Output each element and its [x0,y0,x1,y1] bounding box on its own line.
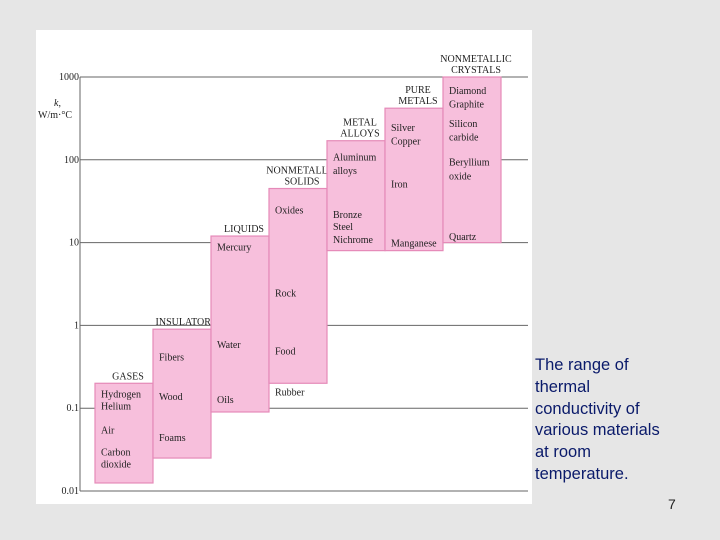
material-label-air: Air [101,426,115,437]
bar-gases [94,382,154,484]
material-label-mercury: Mercury [217,242,251,253]
material-label-food: Food [275,346,296,357]
material-label-alloys: alloys [333,166,357,177]
material-label-oils: Oils [217,395,234,406]
material-label-silver: Silver [391,123,416,134]
material-label-nichrome: Nichrome [333,235,374,246]
bar-insulators [152,328,212,459]
y-tick-label-1000: 1000 [59,72,79,83]
material-label-aluminum: Aluminum [333,152,377,163]
bar-metal-alloys [326,140,386,252]
y-tick-label-0-01: 0.01 [62,486,80,497]
category-label-liquids-1: LIQUIDS [224,224,264,235]
category-label-pure-metals-2: METALS [398,96,437,107]
material-label-rubber: Rubber [275,387,305,398]
category-label-gases-1: GASES [112,371,144,382]
category-label-nonmetallic-crystals-1: NONMETALLIC [440,54,512,65]
material-label-oxide: oxide [449,171,472,182]
material-label-graphite: Graphite [449,99,485,110]
y-tick-label-10: 10 [69,238,79,249]
material-label-fibers: Fibers [159,353,184,364]
bar-nonmetallic-solids [268,187,328,384]
material-label-silicon: Silicon [449,119,477,130]
y-tick-label-0-1: 0.1 [67,403,80,414]
material-label-foams: Foams [159,433,186,444]
slide-caption: The range of thermal conductivity of var… [535,356,660,483]
category-label-nonmetallic-crystals-2: CRYSTALS [451,65,501,76]
bar-liquids [210,235,270,413]
category-label-pure-metals-1: PURE [405,85,431,96]
material-label-rock: Rock [275,288,296,299]
material-label-oxides: Oxides [275,206,303,217]
material-label-diamond: Diamond [449,86,486,97]
material-label-carbon: Carbon [101,447,130,458]
category-label-nonmetallic-solids-1: NONMETALLIC [266,166,338,177]
material-label-helium: Helium [101,402,131,413]
material-label-dioxide: dioxide [101,459,132,470]
y-axis-label-line-1: k, [54,98,61,109]
material-label-iron: Iron [391,179,408,190]
category-label-insulators-1: INSULATORS [156,317,217,328]
material-label-hydrogen: Hydrogen [101,390,141,401]
page-number: 7 [668,496,676,512]
category-label-nonmetallic-solids-2: SOLIDS [284,177,319,188]
material-label-copper: Copper [391,137,421,148]
material-label-beryllium: Beryllium [449,158,490,169]
material-label-carbide: carbide [449,133,479,144]
material-label-bronze: Bronze [333,210,362,221]
bar-nonmetallic-crystals [442,76,502,244]
y-tick-label-100: 100 [64,155,79,166]
material-label-quartz: Quartz [449,232,477,243]
y-axis-label-line-2: W/m·°C [38,110,72,121]
material-label-manganese: Manganese [391,239,437,250]
material-label-water: Water [217,340,241,351]
y-tick-label-1: 1 [74,320,79,331]
material-label-wood: Wood [159,392,183,403]
category-label-metal-alloys-1: METAL [343,118,377,129]
category-label-metal-alloys-2: ALLOYS [340,129,379,140]
material-label-steel: Steel [333,222,353,233]
